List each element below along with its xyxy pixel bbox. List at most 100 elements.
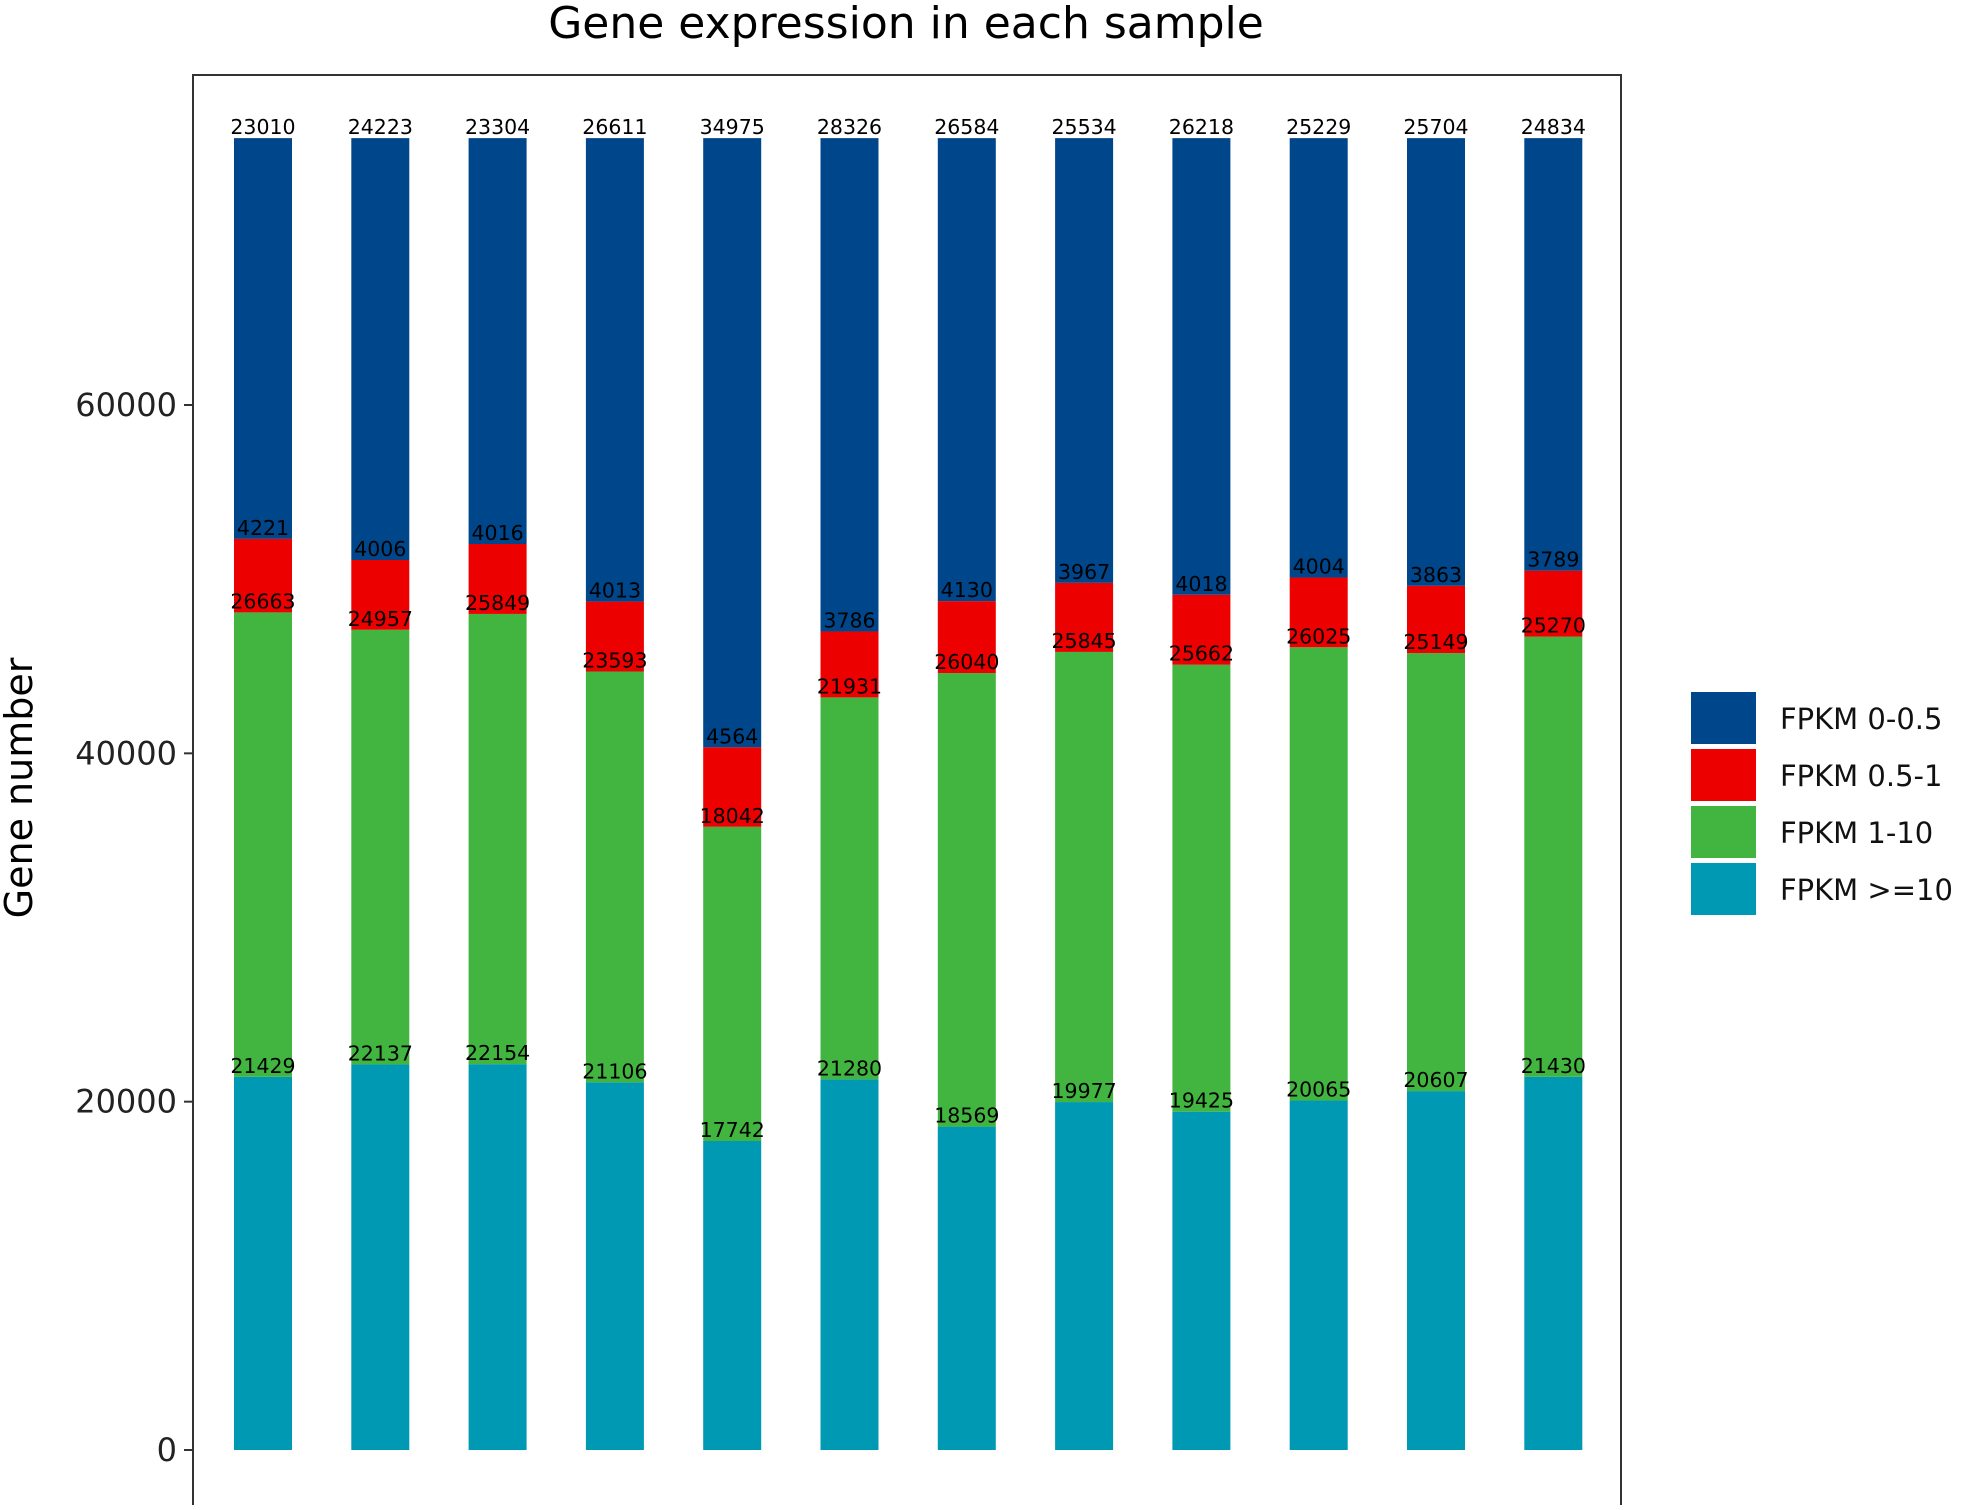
legend-swatch xyxy=(1691,863,1756,915)
data-label: 24957 xyxy=(348,607,413,631)
data-label: 4221 xyxy=(237,516,289,540)
data-label: 4004 xyxy=(1293,555,1345,579)
bar-segment xyxy=(703,826,762,1141)
data-label: 21931 xyxy=(817,674,882,698)
data-label: 25704 xyxy=(1403,115,1468,139)
bar-segment xyxy=(703,747,762,827)
bar-segment xyxy=(585,138,644,602)
bar-segment xyxy=(468,544,527,614)
bar-segment xyxy=(820,631,879,698)
data-label: 28326 xyxy=(817,115,882,139)
legend-label: FPKM 1-10 xyxy=(1780,816,1933,850)
bar-segment xyxy=(1524,138,1583,571)
bar-segment xyxy=(1289,647,1348,1101)
data-label: 3863 xyxy=(1410,563,1462,587)
data-label: 4016 xyxy=(472,521,524,545)
bar-segment xyxy=(234,538,292,613)
bar-segment xyxy=(1172,664,1231,1112)
bar-segment xyxy=(703,1140,762,1450)
legend: FPKM 0-0.5 FPKM 0.5-1 FPKM 1-10 FPKM >=10 xyxy=(1691,692,1953,915)
data-label: 3967 xyxy=(1058,560,1110,584)
data-label: 25849 xyxy=(465,591,530,615)
y-tick-label: 60000 xyxy=(75,386,177,424)
data-label: 4013 xyxy=(589,579,641,603)
bar-segment xyxy=(1407,653,1465,1092)
data-label: 26584 xyxy=(934,115,999,139)
data-label: 4130 xyxy=(941,578,993,602)
bar-segment xyxy=(468,138,527,545)
chart-title: Gene expression in each sample xyxy=(548,0,1264,49)
data-label: 25534 xyxy=(1051,115,1116,139)
data-label: 4006 xyxy=(354,537,406,561)
bar-segment xyxy=(703,138,762,748)
data-label: 24223 xyxy=(348,115,413,139)
bar-segment xyxy=(351,629,410,1065)
data-label: 22137 xyxy=(348,1041,413,1065)
bar-segment xyxy=(585,671,644,1083)
bar-segment xyxy=(820,138,879,632)
data-label: 23593 xyxy=(582,648,647,672)
data-label: 4018 xyxy=(1175,572,1227,596)
y-axis-ticks: 0 20000 40000 60000 xyxy=(75,386,193,1469)
bar-segment xyxy=(1172,1111,1231,1450)
y-tick-label: 20000 xyxy=(75,1083,177,1121)
bar-segment xyxy=(351,1064,410,1450)
legend-label: FPKM >=10 xyxy=(1780,873,1953,907)
legend-label: FPKM 0.5-1 xyxy=(1780,759,1942,793)
bar-segment xyxy=(1055,138,1114,583)
data-label: 21429 xyxy=(230,1054,295,1078)
data-label: 26025 xyxy=(1286,624,1351,648)
bar-segment xyxy=(937,673,996,1127)
data-label: 4564 xyxy=(706,724,758,748)
data-label: 3789 xyxy=(1527,548,1579,572)
data-label: 25229 xyxy=(1286,115,1351,139)
bar-segment xyxy=(1055,1102,1114,1450)
data-label: 24834 xyxy=(1521,115,1586,139)
data-label: 34975 xyxy=(700,115,765,139)
bar-segment xyxy=(1524,1076,1583,1450)
y-axis-label: Gene number xyxy=(0,657,41,918)
bar-segment xyxy=(468,1064,527,1450)
data-label: 18569 xyxy=(934,1104,999,1128)
legend-swatch xyxy=(1691,749,1756,801)
bar-segment xyxy=(234,138,292,539)
bar-segment xyxy=(1172,594,1231,665)
bar-segment xyxy=(585,601,644,672)
data-label: 19977 xyxy=(1051,1079,1116,1103)
bar-segment xyxy=(234,612,292,1077)
data-label: 3786 xyxy=(823,608,875,632)
bar-segment xyxy=(234,1076,292,1450)
data-label: 21280 xyxy=(817,1056,882,1080)
data-label: 23304 xyxy=(465,115,530,139)
bar-segment xyxy=(1407,585,1465,654)
y-tick-label: 40000 xyxy=(75,734,177,772)
bar-segment xyxy=(1524,636,1583,1077)
data-label: 23010 xyxy=(230,115,295,139)
bar-segment xyxy=(1289,1100,1348,1450)
legend-label: FPKM 0-0.5 xyxy=(1780,702,1942,736)
bar-segment xyxy=(585,1082,644,1450)
bar-segment xyxy=(1055,582,1114,652)
data-label: 25270 xyxy=(1521,614,1586,638)
bars xyxy=(234,138,1583,1450)
bar-segment xyxy=(1524,570,1583,637)
data-labels: 21429 26663 4221 23010 22137 24957 4006 24223 22… xyxy=(230,115,1586,1142)
data-label: 21106 xyxy=(582,1059,647,1083)
bar-segment xyxy=(351,560,410,630)
data-label: 21430 xyxy=(1521,1054,1586,1078)
data-label: 25149 xyxy=(1403,630,1468,654)
bar-segment xyxy=(1289,577,1348,648)
y-tick-label: 0 xyxy=(157,1431,177,1469)
data-label: 19425 xyxy=(1169,1089,1234,1113)
bar-segment xyxy=(1289,138,1348,578)
bar-segment xyxy=(820,1079,879,1450)
bar-segment xyxy=(937,1126,996,1450)
bar-segment xyxy=(1407,1091,1465,1450)
bar-segment xyxy=(937,138,996,602)
data-label: 26663 xyxy=(230,589,295,613)
data-label: 25845 xyxy=(1051,629,1116,653)
legend-swatch xyxy=(1691,692,1756,744)
bar-segment xyxy=(1407,138,1465,586)
